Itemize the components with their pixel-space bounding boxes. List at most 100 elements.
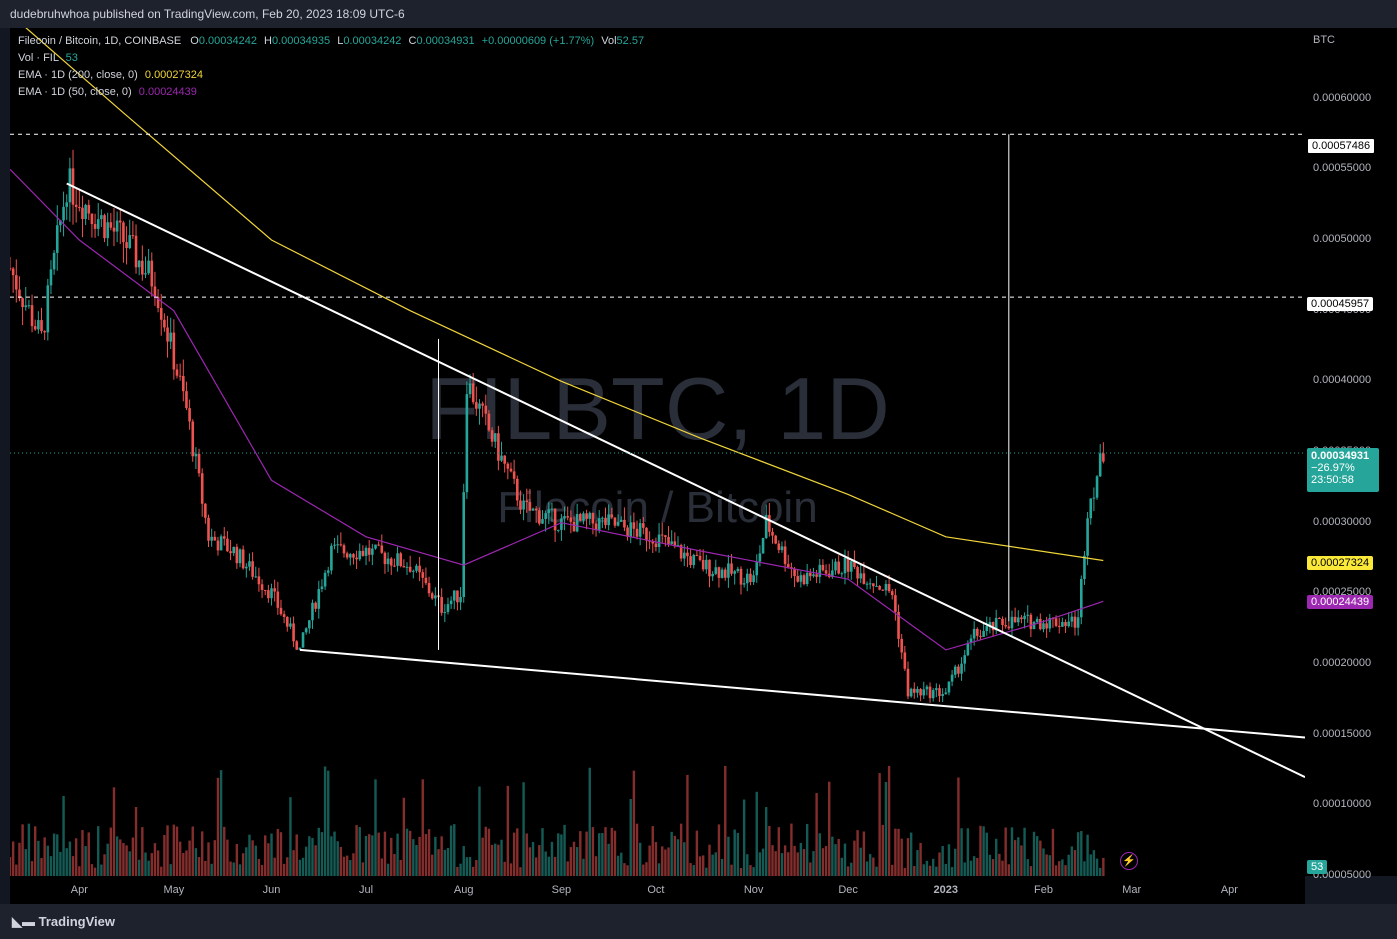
candle-body — [500, 455, 503, 461]
price-tick-label: 0.00005000 — [1313, 869, 1372, 881]
volume-bar — [834, 844, 837, 876]
volume-bar — [399, 859, 402, 876]
candle-body — [383, 552, 387, 565]
time-tick-label: Apr — [1220, 884, 1238, 896]
volume-bar — [1070, 846, 1074, 876]
candle-body — [682, 552, 686, 559]
candle-body — [849, 561, 853, 572]
volume-bar — [317, 827, 320, 876]
candle-body — [238, 549, 242, 564]
volume-bar — [481, 837, 484, 876]
price-tick-label: 0.00020000 — [1313, 657, 1372, 669]
volume-bar — [18, 842, 21, 876]
candle-body — [393, 565, 396, 567]
candle-body — [821, 564, 825, 571]
volume-bar — [705, 867, 708, 876]
volume-bar — [629, 798, 632, 876]
volume-bar — [1020, 845, 1023, 876]
candle-body — [550, 508, 554, 510]
candle-body — [144, 273, 147, 275]
candle-body — [824, 570, 828, 574]
volume-bar — [1076, 832, 1080, 876]
candle-body — [103, 215, 106, 239]
time-tick-label: Aug — [453, 884, 474, 896]
candle-body — [367, 547, 371, 555]
candle-body — [84, 204, 87, 219]
volume-bar — [966, 828, 970, 876]
candle-body — [1045, 623, 1048, 629]
volume-bar — [74, 838, 78, 876]
candle-body — [493, 433, 497, 442]
volume-bar — [65, 848, 68, 876]
candle-body — [749, 573, 752, 583]
volume-bar — [575, 847, 579, 876]
candle-body — [834, 561, 837, 571]
bar-countdown: 23:50:58 — [1311, 474, 1354, 486]
candle-body — [846, 557, 850, 572]
candle-body — [931, 690, 935, 699]
volume-bar — [667, 847, 670, 876]
volume-bar — [339, 846, 343, 876]
volume-bar — [843, 843, 847, 876]
candle-body — [701, 559, 705, 570]
candle-body — [122, 222, 125, 243]
candle-body — [323, 572, 327, 587]
candle-body — [137, 260, 141, 268]
candle-body — [254, 576, 258, 578]
candle-body — [21, 298, 24, 308]
legend-volume[interactable]: Vol · FIL 53 — [18, 52, 78, 64]
volume-bar — [377, 832, 380, 876]
candle-body — [210, 536, 213, 541]
candle-body — [295, 641, 299, 650]
legend-ema200[interactable]: EMA · 1D (200, close, 0) 0.00027324 — [18, 69, 203, 81]
volume-bar — [824, 846, 828, 876]
candle-body — [651, 541, 655, 544]
candle-body — [667, 536, 670, 544]
candle-body — [226, 538, 229, 552]
legend-vol-label: Vol — [601, 35, 617, 47]
candle-body — [780, 546, 784, 551]
legend-ema50[interactable]: EMA · 1D (50, close, 0) 0.00024439 — [18, 86, 197, 98]
candle-body — [402, 566, 406, 568]
volume-bar — [846, 866, 850, 876]
candle-body — [588, 512, 592, 519]
volume-bar — [755, 791, 758, 876]
tradingview-logo[interactable]: ◣▬ TradingView — [12, 914, 115, 930]
volume-bar — [286, 857, 289, 876]
volume-bar — [632, 770, 636, 876]
candle-body — [538, 510, 541, 524]
chart-pane[interactable]: FILBTC, 1D Filecoin / Bitcoin Filecoin /… — [10, 28, 1305, 876]
volume-bar — [909, 832, 913, 876]
time-tick-label: May — [163, 884, 185, 896]
candle-body — [991, 622, 995, 631]
candle-body — [235, 546, 239, 564]
legend-symbol[interactable]: Filecoin / Bitcoin, 1D, COINBASE — [18, 35, 182, 47]
candle-body — [273, 588, 276, 592]
alert-bolt-icon[interactable]: ⚡ — [1120, 852, 1138, 870]
price-chart[interactable] — [10, 28, 1305, 876]
candle-body — [963, 655, 967, 664]
candle-body — [512, 471, 516, 479]
volume-bar — [1004, 827, 1007, 876]
legend-open: 0.00034242 — [198, 35, 257, 47]
volume-bar — [771, 845, 774, 876]
candle-body — [843, 557, 847, 574]
candle-body — [1064, 622, 1067, 627]
volume-bar — [805, 823, 809, 876]
time-axis[interactable] — [10, 876, 1305, 904]
candle-body — [1042, 623, 1045, 630]
volume-bar — [223, 826, 226, 876]
volume-bar — [686, 774, 689, 876]
volume-bar — [62, 795, 65, 876]
candle-body — [777, 543, 781, 551]
volume-bar — [37, 840, 40, 876]
volume-bar — [736, 832, 740, 876]
volume-bar — [219, 770, 223, 876]
candle-body — [418, 565, 421, 573]
candle-body — [881, 589, 885, 591]
volume-bar — [443, 849, 447, 876]
candle-body — [960, 663, 963, 674]
volume-bar — [46, 845, 50, 876]
volume-bar — [673, 835, 677, 876]
volume-bar — [679, 823, 683, 876]
